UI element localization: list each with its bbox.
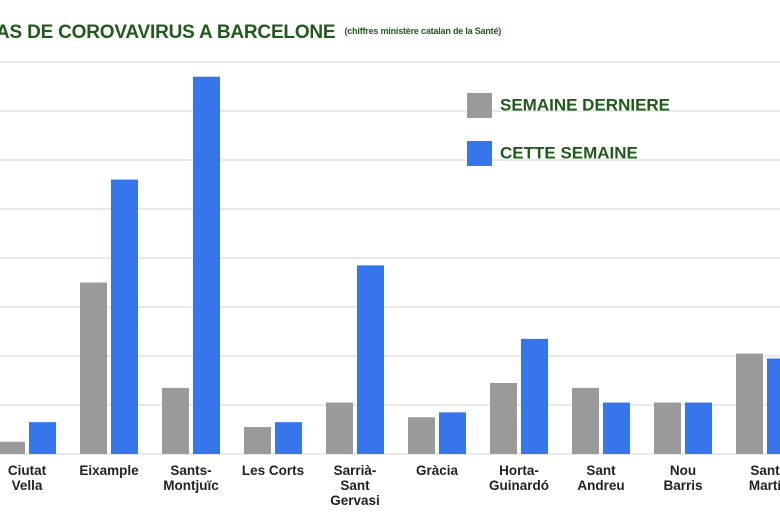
bar-previous-week-3 [244,427,271,454]
bar-previous-week-5 [408,417,435,454]
category-label-7: Sant Andreu [577,463,624,493]
bar-this-week-9 [767,358,780,454]
legend-item-previous-week: SEMAINE DERNIERE [467,93,670,118]
category-labels: Ciutat Vella Eixample Sants-Montjuïc Les Cor… [8,463,780,508]
category-label-5: Gràcia [416,463,459,478]
chart-title: AS DE COROVAVIRUS A BARCELONE (chiffres … [0,22,501,44]
bar-this-week-3 [275,422,302,454]
bar-previous-week-1 [80,282,107,454]
legend-swatch-current [467,141,492,166]
bar-this-week-5 [439,412,466,454]
bar-this-week-0 [29,422,56,454]
chart-subtitle: (chiffres ministère catalan de la Santé) [344,26,502,36]
bar-this-week-4 [357,265,384,454]
bar-previous-week-0 [0,441,25,454]
bar-this-week-8 [685,402,712,454]
category-label-3: Les Corts [242,463,304,478]
category-label-9: Sant Martí [749,463,780,493]
bar-this-week-7 [603,402,630,454]
bar-previous-week-6 [490,382,517,454]
category-label-4: Sarrià-Sant Gervasi [330,463,380,508]
category-label-0: Ciutat Vella [8,463,47,493]
bars [0,76,780,454]
legend-label-previous: SEMAINE DERNIERE [500,95,671,115]
chart-title-text: AS DE COROVAVIRUS A BARCELONE [0,22,336,43]
category-label-8: Nou Barris [663,463,702,493]
bar-this-week-1 [111,179,138,454]
category-label-6: Horta-Guinardó [489,463,549,493]
bar-this-week-6 [521,338,548,454]
bar-previous-week-4 [326,402,353,454]
legend-item-this-week: CETTE SEMAINE [467,141,638,166]
category-label-1: Eixample [79,463,139,478]
legend-swatch-previous [467,93,492,118]
legend-label-current: CETTE SEMAINE [500,143,638,163]
bar-previous-week-2 [162,387,189,454]
bar-previous-week-9 [736,353,763,454]
bar-previous-week-8 [654,402,681,454]
bar-previous-week-7 [572,387,599,454]
category-label-2: Sants-Montjuïc [163,463,219,493]
bar-this-week-2 [193,76,220,454]
